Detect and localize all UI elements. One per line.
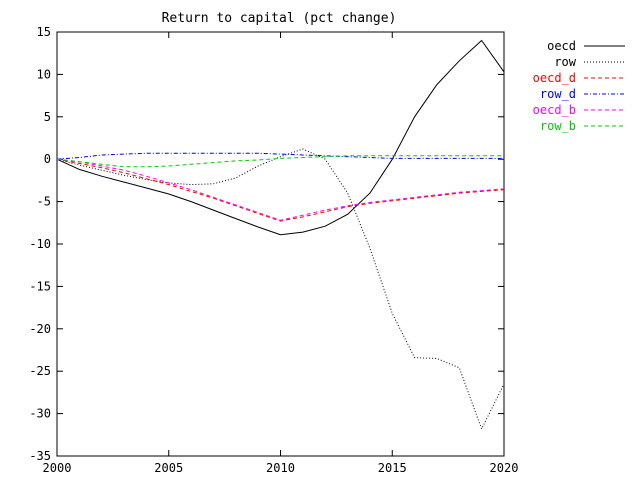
x-tick-label: 2020 [490, 461, 519, 475]
x-tick-label: 2005 [154, 461, 183, 475]
legend-label-row-d: row_d [540, 87, 576, 101]
plot-frame [56, 31, 505, 457]
legend: oecd row oecd_d row_d oecd_b row_b [533, 39, 625, 133]
series-line-oecd-b [56, 158, 505, 221]
y-tick-label: 10 [37, 67, 51, 81]
plot-series [56, 39, 505, 431]
series-line-row [56, 148, 505, 431]
y-tick-label: -25 [29, 364, 51, 378]
y-tick-label: -20 [29, 322, 51, 336]
chart-title: Return to capital (pct change) [162, 11, 397, 26]
series-line-row-b [56, 155, 504, 168]
x-tick-label: 2010 [266, 461, 295, 475]
legend-label-oecd: oecd [547, 39, 576, 53]
series-line-row-d [56, 152, 504, 160]
y-tick-label: -30 [29, 407, 51, 421]
legend-label-row-b: row_b [540, 119, 576, 133]
y-tick-label: 0 [44, 152, 51, 166]
y-tick-label: -5 [37, 195, 51, 209]
x-tick-label: 2015 [378, 461, 407, 475]
y-tick-label: 5 [44, 110, 51, 124]
y-tick-label: 15 [37, 25, 51, 39]
series-line-oecd [56, 39, 505, 236]
legend-label-row: row [554, 55, 576, 69]
legend-label-oecd-b: oecd_b [533, 103, 576, 117]
y-tick-label: -10 [29, 237, 51, 251]
y-tick-label: -15 [29, 279, 51, 293]
legend-label-oecd-d: oecd_d [533, 71, 576, 85]
x-tick-label: 2000 [43, 461, 72, 475]
series-line-oecd-d [56, 158, 505, 222]
y-tick-label: -35 [29, 449, 51, 463]
